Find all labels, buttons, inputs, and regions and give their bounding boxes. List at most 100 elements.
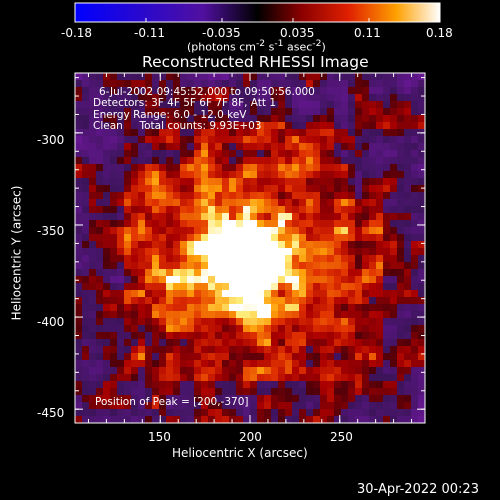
heatmap-cell <box>299 87 307 95</box>
heatmap-cell <box>110 80 118 88</box>
heatmap-cell <box>138 388 146 396</box>
heatmap-cell <box>89 80 97 88</box>
heatmap-cell <box>250 157 258 165</box>
heatmap-cell <box>327 255 335 263</box>
heatmap-cell <box>411 248 419 256</box>
heatmap-cell <box>390 381 398 389</box>
heatmap-cell <box>89 276 97 284</box>
heatmap-cell <box>404 171 412 179</box>
heatmap-cell <box>411 388 419 396</box>
heatmap-cell <box>257 367 265 375</box>
heatmap-cell <box>257 73 265 81</box>
heatmap-cell <box>404 206 412 214</box>
heatmap-cell <box>320 395 328 403</box>
heatmap-cell <box>166 318 174 326</box>
heatmap-cell <box>390 318 398 326</box>
heatmap-cell <box>292 80 300 88</box>
heatmap-cell <box>362 185 370 193</box>
heatmap-cell <box>257 115 265 123</box>
heatmap-cell <box>131 381 139 389</box>
heatmap-cell <box>117 220 125 228</box>
heatmap-cell <box>187 325 195 333</box>
heatmap-cell <box>145 269 153 277</box>
heatmap-cell <box>306 241 314 249</box>
heatmap-cell <box>313 388 321 396</box>
heatmap-cell <box>271 367 279 375</box>
heatmap-cell <box>236 276 244 284</box>
heatmap-cell <box>243 234 251 242</box>
heatmap-cell <box>383 185 391 193</box>
heatmap-cell <box>376 178 384 186</box>
heatmap-cell <box>362 213 370 221</box>
heatmap-cell <box>390 325 398 333</box>
heatmap-cell <box>222 325 230 333</box>
heatmap-cell <box>187 283 195 291</box>
heatmap-cell <box>369 185 377 193</box>
heatmap-cell <box>96 80 104 88</box>
heatmap-cell <box>271 164 279 172</box>
heatmap-cell <box>222 108 230 116</box>
heatmap-cell <box>369 129 377 137</box>
heatmap-cell <box>320 318 328 326</box>
heatmap-cell <box>299 416 307 424</box>
heatmap-cell <box>124 136 132 144</box>
heatmap-cell <box>236 339 244 347</box>
heatmap-cell <box>271 157 279 165</box>
heatmap-cell <box>187 269 195 277</box>
heatmap-cell <box>278 283 286 291</box>
heatmap-cell <box>348 374 356 382</box>
heatmap-cell <box>173 395 181 403</box>
heatmap-cell <box>96 346 104 354</box>
heatmap-cell <box>285 87 293 95</box>
heatmap-cell <box>271 234 279 242</box>
heatmap-cell <box>334 171 342 179</box>
heatmap-cell <box>145 143 153 151</box>
heatmap-cell <box>285 192 293 200</box>
heatmap-cell <box>404 241 412 249</box>
heatmap-cell <box>418 101 426 109</box>
heatmap-cell <box>341 395 349 403</box>
heatmap-cell <box>103 346 111 354</box>
heatmap-cell <box>369 388 377 396</box>
heatmap-cell <box>390 178 398 186</box>
heatmap-cell <box>145 241 153 249</box>
heatmap-cell <box>355 185 363 193</box>
peak-position-label: Position of Peak = [200,-370] <box>95 396 249 408</box>
heatmap-cell <box>187 115 195 123</box>
heatmap-cell <box>110 262 118 270</box>
heatmap-cell <box>341 367 349 375</box>
heatmap-cell <box>201 276 209 284</box>
heatmap-cell <box>138 381 146 389</box>
heatmap-cell <box>117 171 125 179</box>
heatmap-cell <box>236 388 244 396</box>
heatmap-cell <box>362 206 370 214</box>
heatmap-cell <box>299 185 307 193</box>
heatmap-cell <box>236 353 244 361</box>
heatmap-cell <box>215 157 223 165</box>
heatmap-cell <box>103 122 111 130</box>
heatmap-cell <box>341 241 349 249</box>
heatmap-cell <box>243 220 251 228</box>
heatmap-cell <box>208 94 216 102</box>
heatmap-cell <box>285 115 293 123</box>
heatmap-cell <box>341 360 349 368</box>
heatmap-cell <box>390 402 398 410</box>
heatmap-cell <box>383 255 391 263</box>
heatmap-cell <box>362 346 370 354</box>
heatmap-cell <box>390 367 398 375</box>
heatmap-cell <box>320 178 328 186</box>
heatmap-cell <box>418 388 426 396</box>
heatmap-cell <box>194 395 202 403</box>
heatmap-cell <box>334 360 342 368</box>
heatmap-cell <box>264 108 272 116</box>
heatmap-cell <box>124 416 132 424</box>
heatmap-cell <box>334 80 342 88</box>
heatmap-cell <box>166 374 174 382</box>
heatmap-cell <box>334 122 342 130</box>
heatmap <box>75 73 426 424</box>
heatmap-cell <box>418 381 426 389</box>
heatmap-cell <box>418 395 426 403</box>
heatmap-cell <box>383 115 391 123</box>
heatmap-cell <box>229 87 237 95</box>
heatmap-cell <box>390 87 398 95</box>
